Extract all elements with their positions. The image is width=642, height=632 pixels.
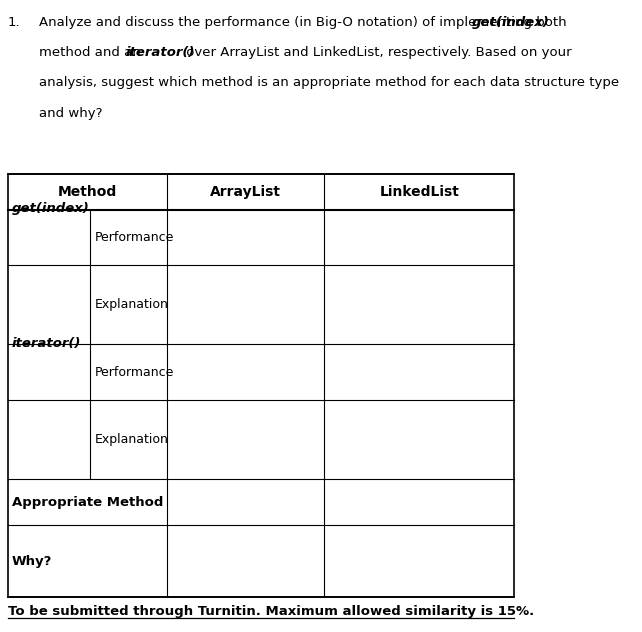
Text: Why?: Why? <box>12 555 53 568</box>
Text: method and an: method and an <box>39 46 145 59</box>
Text: get(index): get(index) <box>472 16 550 29</box>
Text: Method: Method <box>58 185 117 199</box>
Text: ArrayList: ArrayList <box>211 185 281 199</box>
Text: get(index): get(index) <box>12 202 90 216</box>
Text: Performance: Performance <box>94 366 174 379</box>
Text: Appropriate Method: Appropriate Method <box>12 495 163 509</box>
Text: iterator(): iterator() <box>125 46 195 59</box>
Text: and why?: and why? <box>39 107 103 120</box>
Text: Analyze and discuss the performance (in Big-O notation) of implementing both: Analyze and discuss the performance (in … <box>39 16 571 29</box>
Text: iterator(): iterator() <box>12 337 82 350</box>
Bar <box>8 174 514 597</box>
Text: Performance: Performance <box>94 231 174 244</box>
Text: over ArrayList and LinkedList, respectively. Based on your: over ArrayList and LinkedList, respectiv… <box>182 46 571 59</box>
Text: LinkedList: LinkedList <box>379 185 459 199</box>
Text: analysis, suggest which method is an appropriate method for each data structure : analysis, suggest which method is an app… <box>39 76 620 90</box>
Text: Explanation: Explanation <box>94 433 168 446</box>
Text: 1.: 1. <box>8 16 21 29</box>
Text: Explanation: Explanation <box>94 298 168 312</box>
Text: To be submitted through Turnitin. Maximum allowed similarity is 15%.: To be submitted through Turnitin. Maximu… <box>8 605 534 618</box>
